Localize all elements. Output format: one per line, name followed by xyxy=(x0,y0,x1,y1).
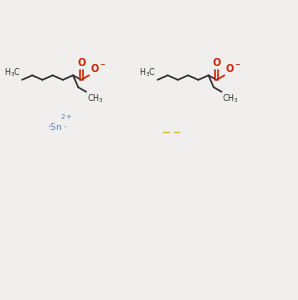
Text: $\mathregular{CH_3}$: $\mathregular{CH_3}$ xyxy=(87,93,104,105)
Text: $\mathregular{H_3C}$: $\mathregular{H_3C}$ xyxy=(139,66,156,79)
Text: $\mathregular{2+}$: $\mathregular{2+}$ xyxy=(60,112,73,121)
Text: $\mathregular{H_3C}$: $\mathregular{H_3C}$ xyxy=(4,66,21,79)
Text: $\mathregular{CH_3}$: $\mathregular{CH_3}$ xyxy=(222,93,239,105)
Text: O: O xyxy=(77,58,85,68)
Text: O: O xyxy=(212,58,221,68)
Text: $\mathregular{\cdot Sn \cdot}$: $\mathregular{\cdot Sn \cdot}$ xyxy=(47,121,67,132)
Text: $\mathregular{O^-}$: $\mathregular{O^-}$ xyxy=(90,62,106,74)
Text: $\mathregular{O^-}$: $\mathregular{O^-}$ xyxy=(225,62,242,74)
